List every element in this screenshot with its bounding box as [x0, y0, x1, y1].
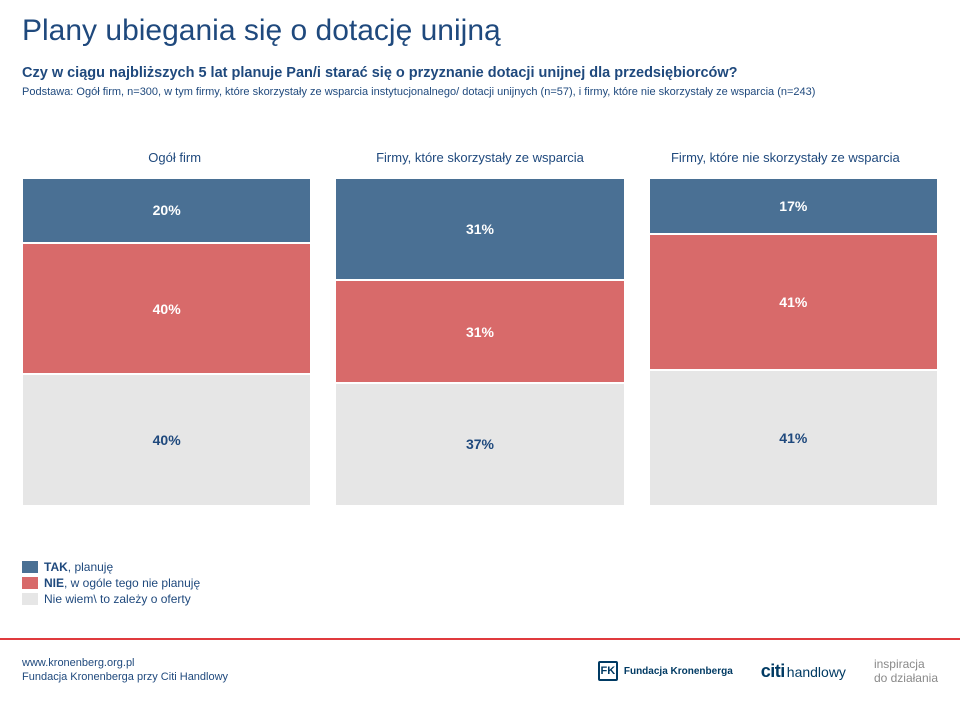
bar-column: 20%40%40% [22, 176, 311, 506]
tagline-line1: inspiracja [874, 657, 938, 671]
column-header: Ogół firm [22, 150, 327, 166]
sample-note: Podstawa: Ogół firm, n=300, w tym firmy,… [0, 83, 960, 100]
fk-mark-icon: FK [598, 661, 618, 681]
legend-row: NIE, w ogóle tego nie planuję [22, 576, 200, 590]
legend-row: Nie wiem\ to zależy o oferty [22, 592, 200, 606]
bar-segment: 31% [336, 279, 623, 382]
footer-right: FK Fundacja Kronenberga citi handlowy in… [598, 657, 938, 686]
legend-label: NIE, w ogóle tego nie planuję [44, 576, 200, 590]
bar-segment: 31% [336, 177, 623, 280]
bar-segment: 40% [23, 373, 310, 504]
page-footer: www.kronenberg.org.pl Fundacja Kronenber… [0, 638, 960, 702]
legend-row: TAK, planuję [22, 560, 200, 574]
bar-segment: 37% [336, 382, 623, 505]
column-header: Firmy, które skorzystały ze wsparcia [327, 150, 632, 166]
footer-org: Fundacja Kronenberga przy Citi Handlowy [22, 671, 228, 685]
stacked-bar-chart: Ogół firmFirmy, które skorzystały ze wsp… [22, 150, 938, 540]
fk-logo: FK Fundacja Kronenberga [598, 661, 733, 681]
bar-segment: 20% [23, 177, 310, 243]
fk-brand-label: Fundacja Kronenberga [624, 666, 733, 677]
bar-segment: 17% [650, 177, 937, 233]
legend-swatch-icon [22, 577, 38, 589]
bar-segment: 40% [23, 242, 310, 373]
bar-segment: 41% [650, 233, 937, 369]
legend-swatch-icon [22, 561, 38, 573]
legend-label: TAK, planuję [44, 560, 113, 574]
citi-word: citi [761, 661, 785, 682]
legend-label: Nie wiem\ to zależy o oferty [44, 592, 191, 606]
chart-legend: TAK, planuję NIE, w ogóle tego nie planuj… [22, 560, 200, 608]
tagline-line2: do działania [874, 671, 938, 685]
footer-tagline: inspiracja do działania [874, 657, 938, 686]
legend-swatch-icon [22, 593, 38, 605]
footer-left: www.kronenberg.org.pl Fundacja Kronenber… [22, 657, 228, 685]
page-title: Plany ubiegania się o dotację unijną [0, 0, 960, 48]
handlowy-word: handlowy [787, 664, 846, 680]
question-subtitle: Czy w ciągu najbliższych 5 lat planuje P… [0, 48, 960, 83]
citi-brand: citi handlowy [761, 661, 846, 682]
bar-column: 17%41%41% [649, 176, 938, 506]
column-headers: Ogół firmFirmy, które skorzystały ze wsp… [22, 150, 938, 166]
bar-segment: 41% [650, 369, 937, 505]
bars-row: 20%40%40%31%31%37%17%41%41% [22, 176, 938, 506]
column-header: Firmy, które nie skorzystały ze wsparcia [633, 150, 938, 166]
bar-column: 31%31%37% [335, 176, 624, 506]
footer-url: www.kronenberg.org.pl [22, 657, 228, 671]
